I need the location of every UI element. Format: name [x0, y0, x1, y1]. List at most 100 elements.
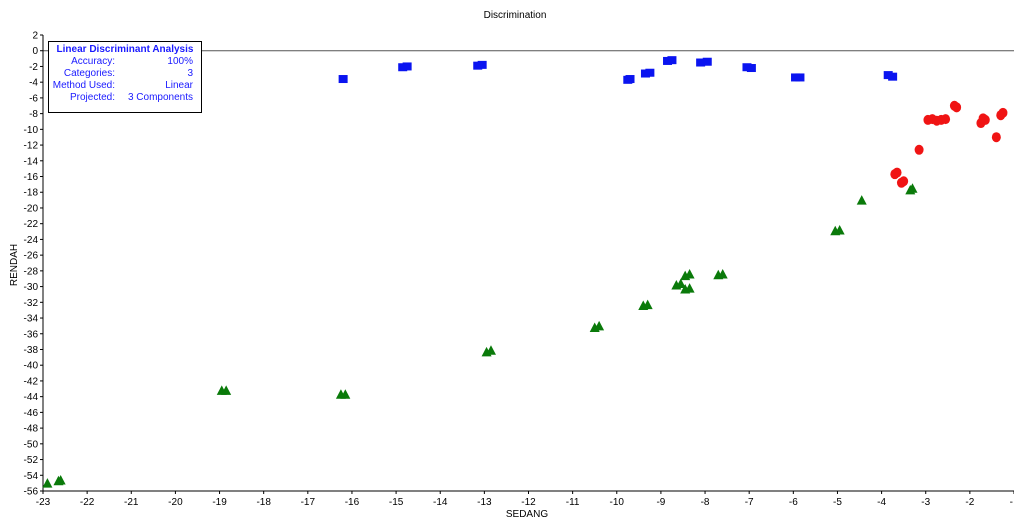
circle-marker	[980, 114, 990, 125]
circle-marker	[899, 176, 909, 187]
triangle-marker	[42, 478, 53, 488]
data-markers	[42, 56, 1008, 488]
info-row-accuracy: Accuracy: 100%	[49, 56, 201, 68]
info-box-title: Linear Discriminant Analysis	[56, 44, 194, 55]
circle-marker	[991, 132, 1001, 143]
x-tick-label: -12	[521, 497, 536, 508]
square-marker	[696, 58, 706, 67]
circle-marker	[914, 144, 924, 155]
square-marker	[746, 64, 756, 73]
triangle-marker	[856, 195, 867, 205]
x-tick-label: -14	[433, 497, 448, 508]
y-tick-label: -22	[24, 219, 39, 230]
info-key: Projected:	[69, 92, 115, 103]
x-tick-label: -8	[701, 497, 710, 508]
info-row-categories: Categories: 3	[49, 68, 201, 80]
x-tick-label: -11	[566, 497, 580, 508]
triangle-marker	[834, 224, 845, 235]
y-tick-label: -16	[24, 172, 39, 183]
chart-title: Discrimination	[484, 10, 547, 21]
square-marker	[477, 60, 487, 69]
x-tick-label: -6	[789, 497, 798, 508]
y-tick-label: -18	[24, 188, 39, 199]
square-marker	[702, 57, 712, 66]
triangle-marker	[717, 269, 728, 279]
triangle-marker	[340, 389, 351, 399]
x-tick-label: -9	[656, 497, 665, 508]
y-tick-label: -36	[24, 329, 39, 340]
y-tick-label: -14	[24, 156, 39, 167]
y-tick-label: -26	[24, 251, 39, 262]
x-axis: -23 -22 -21 -20 -19 -18 -17 -16 -15 -14 -13 -12 -11 -…	[36, 490, 1014, 508]
x-tick-label: -10	[610, 497, 625, 508]
y-tick-label: 0	[32, 46, 38, 57]
triangle-marker	[642, 299, 653, 310]
y-tick-label: -10	[24, 125, 39, 136]
info-row-projected: Projected: 3 Components	[49, 92, 201, 104]
info-value: Linear	[165, 80, 193, 91]
x-tick-label: -2	[965, 497, 974, 508]
info-key: Accuracy:	[71, 56, 115, 67]
x-tick-label: -5	[833, 497, 842, 508]
triangle-marker	[907, 183, 918, 193]
x-tick-label: -22	[80, 497, 95, 508]
y-tick-label: -56	[24, 487, 39, 498]
info-key: Categories:	[63, 68, 115, 79]
y-tick-label: -38	[24, 345, 39, 356]
y-tick-label: -52	[24, 455, 39, 466]
square-marker	[402, 62, 412, 71]
y-tick-label: -8	[29, 109, 38, 120]
y-axis-title: RENDAH	[9, 244, 20, 286]
y-tick-label: -46	[24, 408, 39, 419]
y-tick-label: -20	[24, 203, 39, 214]
x-tick-label: -	[1010, 497, 1013, 508]
y-tick-label: -12	[24, 141, 39, 152]
y-tick-label: -50	[24, 439, 39, 450]
info-value: 3	[187, 68, 193, 79]
info-value: 100%	[167, 56, 193, 67]
x-tick-label: -23	[36, 497, 51, 508]
analysis-info-box: Linear Discriminant Analysis Accuracy: 1…	[48, 41, 202, 113]
triangle-marker	[594, 320, 605, 331]
x-tick-label: -3	[921, 497, 930, 508]
y-tick-label: -48	[24, 424, 39, 435]
x-tick-label: -18	[256, 497, 271, 508]
y-tick-label: -28	[24, 266, 39, 277]
y-tick-label: -44	[24, 392, 39, 403]
square-marker	[888, 72, 898, 81]
y-tick-label: -24	[24, 235, 39, 246]
x-axis-title: SEDANG	[506, 509, 548, 520]
x-tick-label: -20	[168, 497, 183, 508]
circle-marker	[892, 167, 902, 178]
y-tick-label: -32	[24, 298, 39, 309]
y-tick-label: -4	[29, 78, 38, 89]
triangle-marker	[221, 385, 232, 395]
y-tick-label: -40	[24, 361, 39, 372]
triangle-marker	[684, 269, 695, 279]
x-tick-label: -19	[212, 497, 227, 508]
info-key: Method Used:	[52, 80, 115, 91]
x-tick-label: -15	[389, 497, 404, 508]
y-tick-label: -54	[24, 471, 39, 482]
square-marker	[795, 73, 805, 82]
x-tick-label: -7	[745, 497, 754, 508]
square-marker	[625, 75, 635, 84]
x-tick-label: -13	[477, 497, 492, 508]
triangle-marker	[675, 278, 686, 288]
triangle-marker	[485, 345, 496, 355]
x-tick-label: -21	[124, 497, 139, 508]
y-tick-label: -34	[24, 314, 39, 325]
x-tick-label: -4	[877, 497, 886, 508]
info-value: 3 Components	[127, 92, 193, 103]
square-marker	[667, 56, 677, 65]
square-marker	[338, 75, 348, 84]
y-tick-label: -2	[29, 62, 38, 73]
triangle-marker	[684, 283, 695, 293]
circle-marker	[941, 114, 951, 125]
info-row-method: Method Used: Linear	[49, 80, 201, 92]
circle-marker	[998, 107, 1008, 118]
y-tick-label: -42	[24, 376, 39, 387]
triangle-marker	[55, 474, 66, 485]
x-tick-label: -17	[301, 497, 316, 508]
